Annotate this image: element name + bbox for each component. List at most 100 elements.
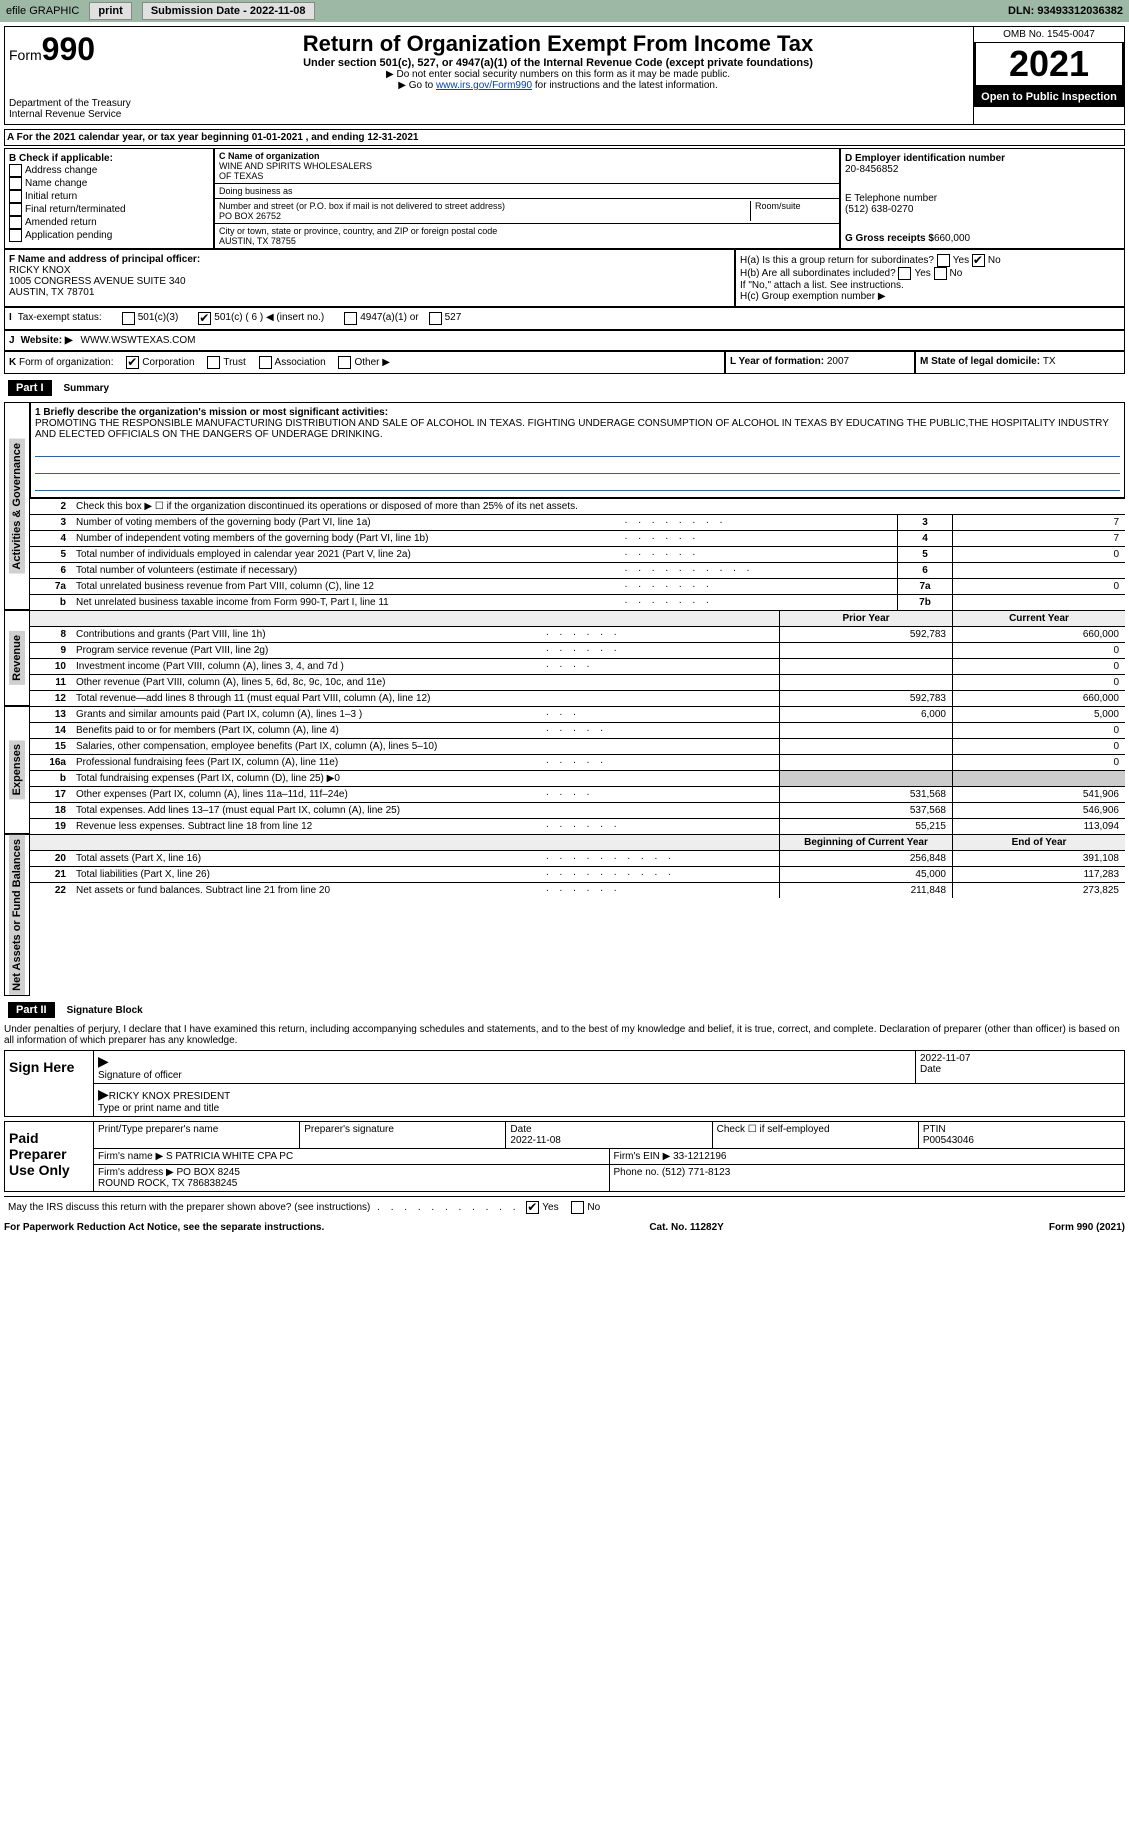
part2-hdr: Part II	[8, 1002, 55, 1018]
block-c: C Name of organizationWINE AND SPIRITS W…	[214, 148, 840, 249]
gross-label: G Gross receipts $	[845, 233, 934, 244]
paid-label: Paid Preparer Use Only	[5, 1122, 93, 1191]
cb-assoc[interactable]: Association	[275, 357, 326, 368]
type-label: Type or print name and title	[98, 1103, 219, 1114]
submission-button[interactable]: Submission Date - 2022-11-08	[142, 2, 315, 20]
line4-val: 7	[952, 531, 1125, 546]
cb-pending[interactable]: Application pending	[9, 229, 209, 242]
form-header: Form990 Department of the Treasury Inter…	[4, 26, 1125, 125]
line18: Total expenses. Add lines 13–17 (must eq…	[72, 803, 779, 818]
hb-note: If "No," attach a list. See instructions…	[740, 280, 1120, 291]
cb-address[interactable]: Address change	[9, 164, 209, 177]
cb-4947[interactable]: 4947(a)(1) or	[360, 312, 418, 325]
line15: Salaries, other compensation, employee b…	[72, 739, 779, 754]
efile-label: efile GRAPHIC	[6, 5, 79, 17]
line5: Total number of individuals employed in …	[72, 547, 625, 562]
website-label: Website: ▶	[21, 335, 73, 346]
block-b-title: B Check if applicable:	[9, 153, 209, 164]
line7a-val: 0	[952, 579, 1125, 594]
cb-527[interactable]: 527	[445, 312, 462, 325]
block-deg: D Employer identification number 20-8456…	[840, 148, 1125, 249]
firm-name: S PATRICIA WHITE CPA PC	[166, 1151, 293, 1162]
line7b: Net unrelated business taxable income fr…	[72, 595, 625, 610]
sig-date: 2022-11-07	[920, 1053, 970, 1064]
prep-name-label: Print/Type preparer's name	[98, 1124, 218, 1135]
state-label: M State of legal domicile:	[920, 356, 1043, 367]
line7a: Total unrelated business revenue from Pa…	[72, 579, 625, 594]
irs-link[interactable]: www.irs.gov/Form990	[436, 80, 532, 91]
footer-cat: Cat. No. 11282Y	[649, 1222, 723, 1233]
line13: Grants and similar amounts paid (Part IX…	[72, 707, 546, 722]
dept-label: Department of the Treasury	[9, 98, 139, 109]
col-begin: Beginning of Current Year	[779, 835, 952, 850]
form-number: 990	[42, 31, 95, 67]
block-b: B Check if applicable: Address change Na…	[4, 148, 214, 249]
line22: Net assets or fund balances. Subtract li…	[72, 883, 546, 898]
sig-name: RICKY KNOX PRESIDENT	[109, 1091, 231, 1102]
self-employed[interactable]: Check ☐ if self-employed	[712, 1122, 918, 1148]
side-gov: Activities & Governance	[9, 439, 25, 574]
street-label: Number and street (or P.O. box if mail i…	[219, 201, 505, 211]
city-val: AUSTIN, TX 78755	[219, 236, 296, 246]
city-label: City or town, state or province, country…	[219, 226, 497, 236]
section-a: A For the 2021 calendar year, or tax yea…	[4, 129, 1125, 146]
omb-number: OMB No. 1545-0047	[974, 27, 1124, 43]
penalty-text: Under penalties of perjury, I declare th…	[4, 1024, 1125, 1046]
gross-val: 660,000	[934, 233, 970, 244]
may-discuss: May the IRS discuss this return with the…	[4, 1196, 1125, 1218]
expenses-section: Expenses 13Grants and similar amounts pa…	[4, 706, 1125, 834]
block-h: H(a) Is this a group return for subordin…	[735, 249, 1125, 307]
line9: Program service revenue (Part VIII, line…	[72, 643, 546, 658]
cb-trust[interactable]: Trust	[223, 357, 245, 368]
cb-amended[interactable]: Amended return	[9, 216, 209, 229]
i-label: I	[9, 312, 12, 325]
cb-501c3[interactable]: 501(c)(3)	[138, 312, 179, 325]
sig-officer-label: Signature of officer	[98, 1070, 182, 1081]
line17: Other expenses (Part IX, column (A), lin…	[72, 787, 546, 802]
irs-label: Internal Revenue Service	[9, 109, 139, 120]
part1-title: Summary	[64, 383, 110, 394]
phone-label: E Telephone number	[845, 193, 1120, 204]
hc-label: H(c) Group exemption number ▶	[740, 291, 1120, 302]
line3: Number of voting members of the governin…	[72, 515, 625, 530]
line16a: Professional fundraising fees (Part IX, …	[72, 755, 546, 770]
sig-date-label: Date	[920, 1064, 941, 1075]
line21: Total liabilities (Part X, line 26)	[72, 867, 546, 882]
sign-here-block: Sign Here ▶Signature of officer 2022-11-…	[4, 1050, 1125, 1117]
side-rev: Revenue	[9, 631, 25, 685]
line8: Contributions and grants (Part VIII, lin…	[72, 627, 546, 642]
ein-label: D Employer identification number	[845, 153, 1120, 164]
cb-final[interactable]: Final return/terminated	[9, 203, 209, 216]
line6: Total number of volunteers (estimate if …	[72, 563, 625, 578]
prep-date: 2022-11-08	[510, 1135, 560, 1146]
line2: Check this box ▶ ☐ if the organization d…	[72, 499, 1125, 514]
cb-other[interactable]: Other ▶	[354, 357, 389, 368]
sign-here-label: Sign Here	[5, 1051, 93, 1116]
may-no[interactable]: No	[587, 1202, 600, 1213]
prep-sig-label: Preparer's signature	[304, 1124, 394, 1135]
tax-year: 2021	[974, 43, 1124, 87]
cb-name[interactable]: Name change	[9, 177, 209, 190]
state-val: TX	[1043, 356, 1056, 367]
cb-corp[interactable]: Corporation	[142, 357, 194, 368]
form-title: Return of Organization Exempt From Incom…	[147, 31, 969, 57]
line4: Number of independent voting members of …	[72, 531, 625, 546]
cb-initial[interactable]: Initial return	[9, 190, 209, 203]
org-name: WINE AND SPIRITS WHOLESALERS OF TEXAS	[219, 161, 372, 181]
hb-label: H(b) Are all subordinates included?	[740, 268, 896, 279]
line7b-val	[952, 595, 1125, 610]
line11: Other revenue (Part VIII, column (A), li…	[72, 675, 779, 690]
cb-501c[interactable]: 501(c) ( 6 ) ◀ (insert no.)	[214, 312, 324, 325]
website-val: WWW.WSWTEXAS.COM	[81, 335, 196, 346]
print-button[interactable]: print	[89, 2, 131, 20]
topbar: efile GRAPHIC print Submission Date - 20…	[0, 0, 1129, 22]
page-footer: For Paperwork Reduction Act Notice, see …	[4, 1222, 1125, 1233]
mission-label: 1 Briefly describe the organization's mi…	[35, 407, 1120, 418]
may-yes[interactable]: Yes	[542, 1202, 558, 1213]
dba-label: Doing business as	[219, 186, 293, 196]
col-end: End of Year	[952, 835, 1125, 850]
part1-hdr: Part I	[8, 380, 52, 396]
open-public: Open to Public Inspection	[974, 87, 1124, 107]
part2-title: Signature Block	[67, 1005, 143, 1016]
name-label: C Name of organization	[219, 151, 320, 161]
